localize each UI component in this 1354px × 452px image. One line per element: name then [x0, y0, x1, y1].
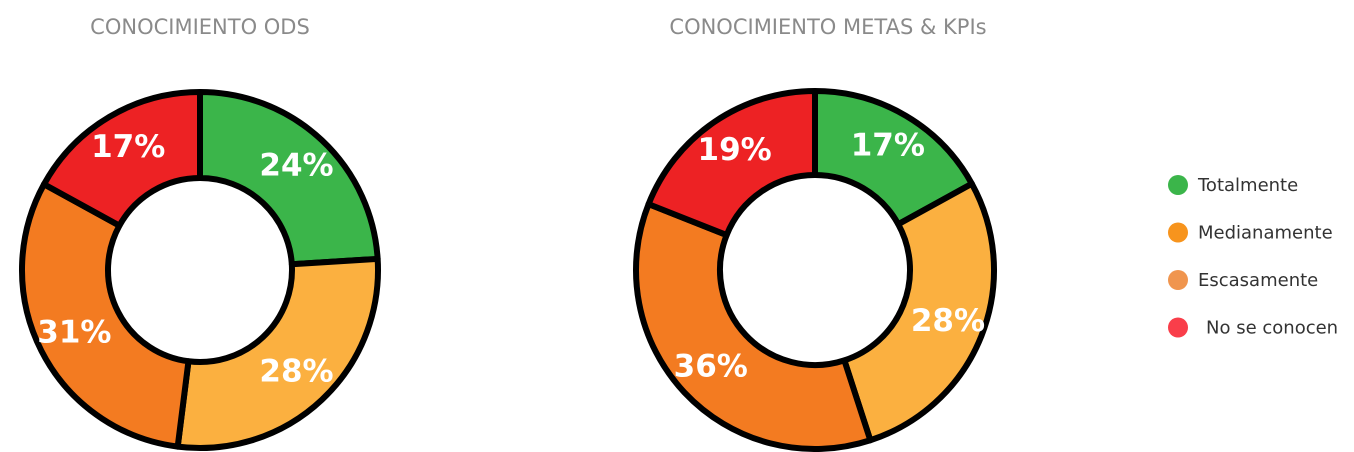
donut-segment	[812, 88, 975, 228]
donut-segment	[197, 89, 381, 268]
chart-title: CONOCIMIENTO ODS	[90, 15, 310, 39]
legend-label: No se conocen	[1206, 318, 1338, 339]
data-label: 28%	[259, 353, 333, 389]
data-label: 24%	[259, 148, 333, 184]
data-label: 28%	[911, 303, 985, 339]
legend-swatch	[1168, 317, 1188, 338]
legend-swatch	[1168, 222, 1188, 243]
donut-segment	[841, 180, 997, 444]
legend-label: Escasamente	[1198, 270, 1318, 291]
donut-segment	[645, 88, 818, 239]
legend-swatch	[1168, 175, 1188, 195]
data-label: 17%	[851, 127, 925, 163]
legend-label: Medianamente	[1198, 223, 1333, 244]
donut-segment	[174, 255, 381, 451]
legend-swatch	[1168, 270, 1188, 290]
data-label: 19%	[698, 132, 772, 168]
donut-segment	[41, 89, 203, 229]
donut-segment	[19, 181, 192, 450]
donut-segment	[633, 201, 874, 452]
data-label: 17%	[91, 129, 165, 165]
chart-title: CONOCIMIENTO METAS & KPIs	[669, 15, 986, 39]
legend-label: Totalmente	[1197, 175, 1298, 196]
data-label: 36%	[674, 348, 748, 384]
data-label: 31%	[37, 315, 111, 351]
